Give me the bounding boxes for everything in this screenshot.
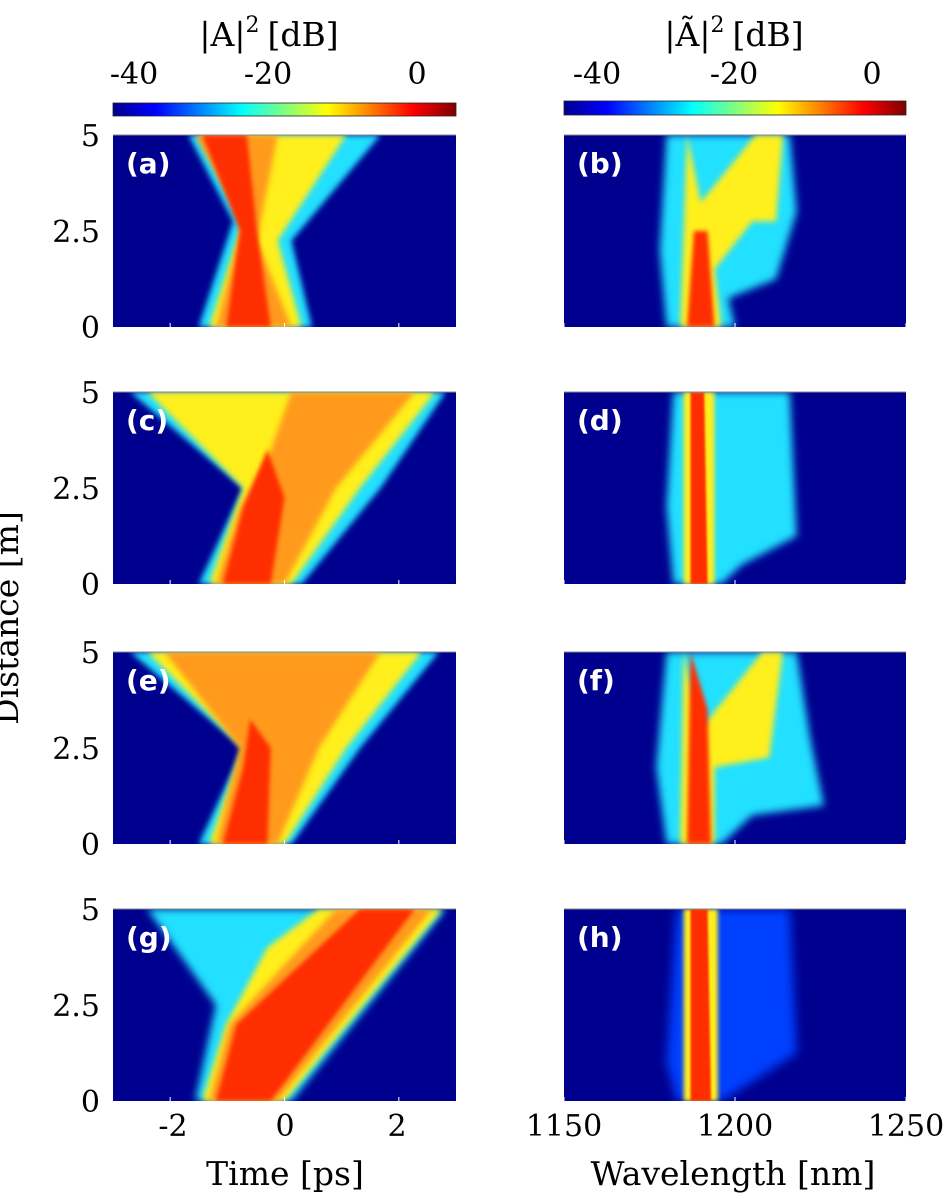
y-axis-label: Distance [m] <box>0 511 26 725</box>
colorbar-title-time: |A|2 [dB] <box>199 13 338 54</box>
x-axis-label-wavelength: Wavelength [nm] <box>591 1154 876 1193</box>
heatmap-field <box>666 909 797 1101</box>
colorbar-tick-label: -20 <box>244 57 292 92</box>
heatmap-field <box>188 135 381 327</box>
colorbar-tick-label: -40 <box>110 57 158 92</box>
colorbar-title-spectrum-prefix: |Ã| <box>664 15 710 54</box>
heatmap-region <box>687 652 712 844</box>
y-tick-label: 0 <box>81 311 100 346</box>
panel-b: (b) <box>563 134 907 327</box>
panel-e: (e) 0 2.5 5 <box>52 636 456 863</box>
heatmap-region <box>222 449 285 584</box>
y-tick-label: 2.5 <box>52 732 100 767</box>
x-tick-label: 0 <box>275 1109 294 1144</box>
y-tick-label: 2.5 <box>52 989 100 1024</box>
colorbar-tick-label: -20 <box>710 57 758 92</box>
colorbar-title-spectrum: |Ã|2 [dB] <box>664 13 803 54</box>
x-tick-label: -2 <box>158 1109 187 1144</box>
y-tick-label: 5 <box>81 376 100 411</box>
colorbar-title-spectrum-sup: 2 <box>710 13 724 38</box>
x-axis-wavelength: 1150 1200 1250 Wavelength [nm] <box>526 1109 944 1193</box>
heatmap-region <box>690 909 712 1101</box>
panel-g: (g) 0 2.5 5 <box>52 893 456 1120</box>
y-tick-label: 5 <box>81 636 100 671</box>
heatmap-region <box>164 652 381 844</box>
panel-label: (c) <box>126 404 168 437</box>
colorbar-gradient-spectrum <box>563 100 907 116</box>
panel-d: (d) <box>563 391 907 584</box>
panel-f: (f) <box>563 651 907 844</box>
colorbar-tick-label: 0 <box>862 57 881 92</box>
heatmap-field <box>147 909 446 1101</box>
heatmap-region <box>215 909 415 1101</box>
panel-label: (g) <box>126 921 172 954</box>
panel-c: (c) 0 2.5 5 <box>52 376 456 603</box>
heatmap-field <box>656 652 824 844</box>
colorbar-title-time-unit: [dB] <box>267 15 338 54</box>
colorbar-title-spectrum-unit: [dB] <box>732 15 803 54</box>
panel-a: (a) 0 2.5 5 <box>52 119 456 346</box>
panel-label: (b) <box>577 147 623 180</box>
x-tick-label: 2 <box>387 1109 406 1144</box>
y-tick-label: 2.5 <box>52 215 100 250</box>
y-tick-label: 0 <box>81 568 100 603</box>
colorbar-tick-label: -40 <box>573 57 621 92</box>
heatmap-region <box>222 719 271 844</box>
heatmap-field <box>130 392 446 584</box>
panel-label: (d) <box>577 404 623 437</box>
y-tick-label: 0 <box>81 1085 100 1120</box>
colorbar-title-time-prefix: |A| <box>199 15 245 54</box>
colorbar-tick-label: 0 <box>407 57 426 92</box>
heatmap-region <box>687 231 715 327</box>
y-tick-label: 0 <box>81 828 100 863</box>
panels: (a) 0 2.5 5 (b) (c) 0 2.5 5 (d) (e) 0 2.5 5 (f) (g) 0 2.5… <box>52 119 907 1120</box>
x-tick-label: 1250 <box>868 1109 944 1144</box>
heatmap-field <box>659 135 797 327</box>
colorbar-time: |A|2 [dB] -40 -20 0 <box>110 13 457 117</box>
colorbar-spectrum: |Ã|2 [dB] -40 -20 0 <box>563 13 907 116</box>
x-tick-label: 1200 <box>697 1109 773 1144</box>
colorbar-gradient-time <box>112 102 457 117</box>
panel-label: (a) <box>126 147 171 180</box>
heatmap-field <box>666 392 797 584</box>
colorbar-title-time-sup: 2 <box>245 13 259 38</box>
x-axis-label-time: Time [ps] <box>206 1154 364 1193</box>
heatmap-region <box>690 392 708 584</box>
y-tick-label: 5 <box>81 893 100 928</box>
heatmap-field <box>130 652 439 844</box>
y-tick-label: 2.5 <box>52 472 100 507</box>
x-axis-time: -2 0 2 Time [ps] <box>158 1109 406 1193</box>
panel-label: (h) <box>577 921 623 954</box>
panel-h: (h) <box>563 908 907 1101</box>
x-tick-label: 1150 <box>526 1109 602 1144</box>
heatmap-region <box>202 135 271 327</box>
panel-label: (e) <box>126 664 171 697</box>
panel-label: (f) <box>577 664 615 697</box>
y-tick-label: 5 <box>81 119 100 154</box>
